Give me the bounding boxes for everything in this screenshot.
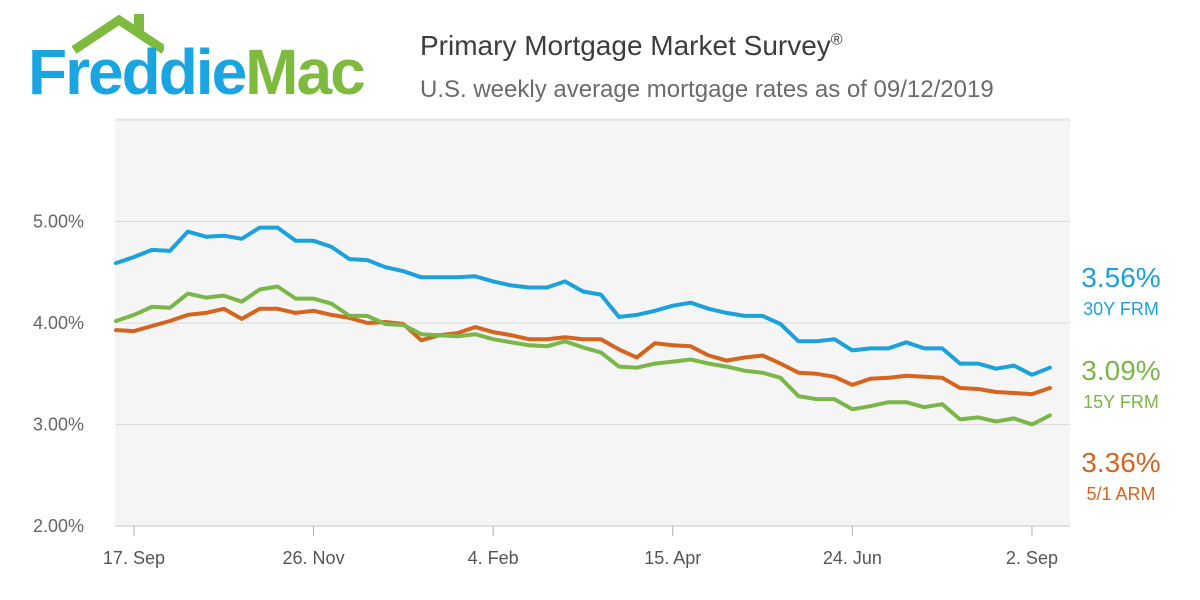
end-value-label: 3.09% — [1081, 355, 1160, 386]
plot-background — [115, 118, 1070, 526]
logo-wordmark: FreddieMac — [28, 40, 366, 104]
end-labels: 3.56% 30Y FRM 3.09% 15Y FRM 3.36% 5/1 ARM — [1081, 262, 1160, 504]
series-lines — [114, 225, 1052, 427]
series-line-30y-frm — [114, 225, 1052, 377]
y-axis: 2.00% 3.00% 4.00% 5.00% — [33, 212, 84, 537]
x-tick-label: 15. Apr — [644, 548, 701, 568]
x-tick-label: 26. Nov — [283, 548, 345, 568]
house-roof-icon — [71, 14, 164, 54]
x-tick-label: 4. Feb — [468, 548, 519, 568]
x-tick-label: 24. Jun — [823, 548, 882, 568]
series-name-label: 30Y FRM — [1083, 299, 1159, 319]
logo-text-freddie: Freddie — [28, 36, 247, 108]
grid-lines — [115, 119, 1070, 527]
series-line-15y-frm — [114, 284, 1052, 427]
chart-subtitle: U.S. weekly average mortgage rates as of… — [420, 76, 994, 103]
x-axis: 17. Sep 26. Nov 4. Feb 15. Apr 24. Jun 2. Sep — [103, 525, 1070, 568]
registered-mark: ® — [830, 31, 843, 49]
x-tick-label: 2. Sep — [1006, 548, 1058, 568]
chart-title: Primary Mortgage Market Survey® — [420, 30, 843, 62]
y-tick-label: 5.00% — [33, 212, 84, 232]
chart-title-text: Primary Mortgage Market Survey — [420, 30, 831, 61]
series-name-label: 5/1 ARM — [1086, 484, 1155, 504]
series-name-label: 15Y FRM — [1083, 392, 1159, 412]
end-value-label: 3.36% — [1081, 447, 1160, 478]
y-tick-label: 2.00% — [33, 516, 84, 536]
y-tick-label: 4.00% — [33, 313, 84, 333]
logo-text-mac: Mac — [245, 36, 365, 108]
x-tick-label: 17. Sep — [103, 548, 165, 568]
series-line-5-1-arm — [114, 306, 1052, 397]
end-value-label: 3.56% — [1081, 262, 1160, 293]
freddie-mac-logo: FreddieMac — [24, 14, 384, 106]
y-tick-label: 3.00% — [33, 415, 84, 435]
